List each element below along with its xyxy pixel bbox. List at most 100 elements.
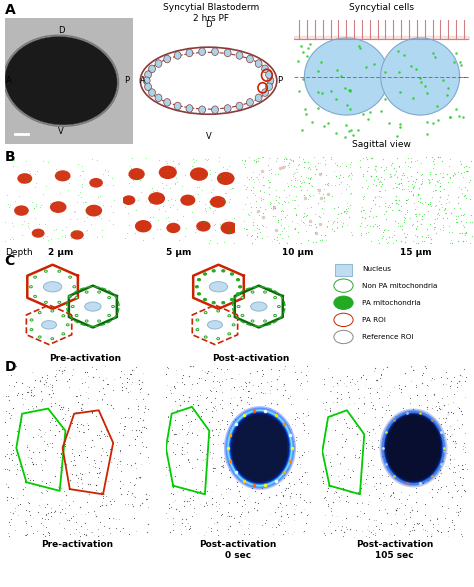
Ellipse shape [122,195,136,205]
Circle shape [222,302,225,304]
Ellipse shape [166,223,181,233]
Circle shape [143,77,150,85]
Circle shape [273,315,276,316]
Circle shape [217,338,219,340]
Circle shape [237,293,240,295]
Circle shape [73,286,76,288]
Circle shape [255,60,262,68]
Circle shape [236,52,243,59]
Text: D: D [58,26,64,35]
Polygon shape [27,305,72,345]
Text: 2 μm: 2 μm [48,248,73,257]
Text: PA mitochondria: PA mitochondria [362,300,421,306]
Circle shape [264,320,266,322]
Circle shape [267,77,274,85]
Polygon shape [235,286,283,328]
Text: Pre-activation: Pre-activation [41,540,113,549]
Text: A: A [6,76,12,85]
Text: Syncytial cells: Syncytial cells [349,3,414,12]
Ellipse shape [381,38,460,115]
Circle shape [199,106,206,113]
Circle shape [38,336,41,338]
Circle shape [204,336,207,338]
Circle shape [155,60,162,68]
Text: V: V [58,127,64,136]
Circle shape [145,83,152,90]
Circle shape [265,83,273,90]
Polygon shape [192,305,237,345]
Circle shape [108,315,110,316]
Polygon shape [27,265,78,309]
Ellipse shape [210,196,226,208]
Circle shape [246,99,254,106]
Circle shape [34,276,36,278]
Text: Reference ROI: Reference ROI [362,334,413,340]
Polygon shape [193,265,244,309]
Circle shape [199,48,206,56]
Circle shape [224,104,231,112]
Circle shape [224,49,231,57]
Circle shape [155,94,162,102]
Circle shape [58,270,61,272]
Ellipse shape [50,201,66,213]
Circle shape [45,301,47,303]
Circle shape [277,305,280,308]
Text: Depth: Depth [5,248,32,257]
Text: A: A [139,76,146,85]
Text: Post-activation
105 sec: Post-activation 105 sec [356,540,433,560]
Circle shape [34,295,36,298]
Ellipse shape [190,167,208,181]
Circle shape [230,298,234,301]
Circle shape [273,296,276,299]
Circle shape [75,315,78,316]
Circle shape [204,312,207,313]
Circle shape [85,291,88,293]
Circle shape [228,315,231,317]
Circle shape [222,269,225,272]
Ellipse shape [71,230,84,239]
Circle shape [108,296,110,299]
Circle shape [197,278,201,281]
Ellipse shape [18,173,32,184]
Circle shape [66,324,69,326]
Text: 5 μm: 5 μm [166,248,191,257]
Ellipse shape [135,220,152,232]
Text: D: D [205,21,212,29]
Ellipse shape [217,172,235,185]
Text: D: D [5,360,16,374]
Text: 10 μm: 10 μm [282,248,313,257]
Circle shape [145,71,152,79]
Ellipse shape [42,321,56,329]
Circle shape [217,310,219,312]
Circle shape [251,320,254,322]
Circle shape [51,338,54,340]
Circle shape [264,291,266,293]
Circle shape [98,320,100,322]
Text: V: V [206,132,211,141]
Text: C: C [5,254,15,268]
Circle shape [69,276,72,278]
Ellipse shape [85,205,102,217]
Circle shape [203,273,207,275]
Circle shape [30,329,33,330]
Circle shape [265,71,273,79]
Ellipse shape [159,166,177,179]
Ellipse shape [140,47,277,114]
Ellipse shape [55,170,71,181]
Circle shape [246,55,254,63]
Circle shape [197,293,201,295]
Circle shape [236,102,243,110]
Circle shape [75,296,78,299]
Circle shape [51,310,54,312]
Circle shape [186,49,193,57]
Circle shape [174,52,181,59]
Circle shape [203,298,207,301]
Circle shape [62,315,65,317]
Text: A: A [5,3,16,17]
Circle shape [334,296,353,309]
Circle shape [334,330,353,343]
Circle shape [149,89,155,96]
Circle shape [98,291,100,293]
Text: PA ROI: PA ROI [362,317,386,323]
Circle shape [232,324,235,326]
